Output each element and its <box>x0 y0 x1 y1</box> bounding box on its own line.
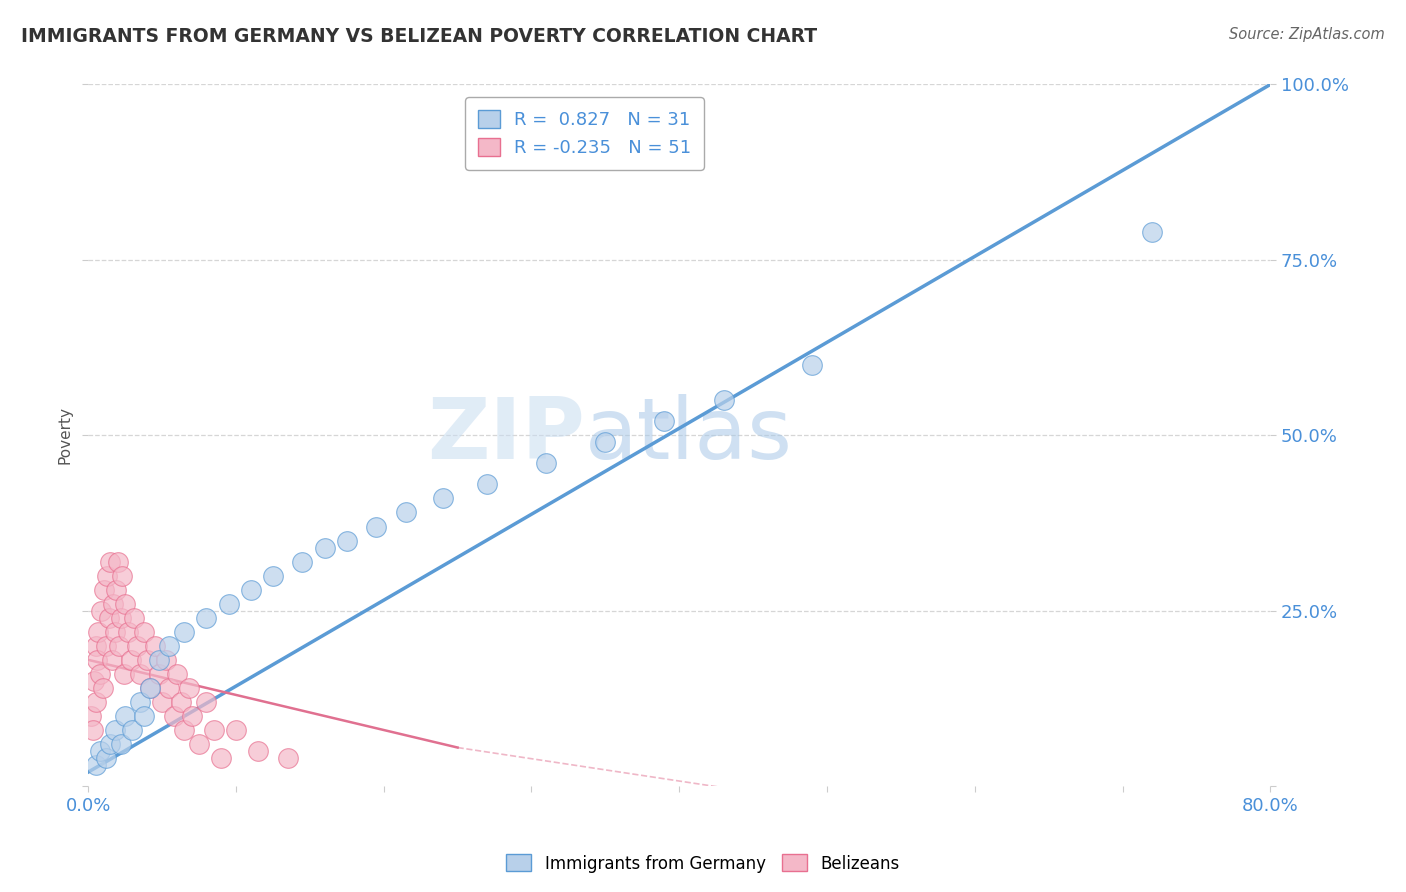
Point <box>103 597 125 611</box>
Point <box>107 555 129 569</box>
Point <box>105 582 128 597</box>
Point <box>110 611 132 625</box>
Point <box>180 709 202 723</box>
Point <box>536 456 558 470</box>
Legend: R =  0.827   N = 31, R = -0.235   N = 51: R = 0.827 N = 31, R = -0.235 N = 51 <box>465 97 704 170</box>
Point <box>395 506 418 520</box>
Point <box>159 681 181 695</box>
Point <box>173 723 195 737</box>
Point <box>155 653 177 667</box>
Point <box>173 624 195 639</box>
Point <box>84 758 107 772</box>
Point <box>801 358 824 372</box>
Point <box>96 568 118 582</box>
Point <box>89 744 111 758</box>
Point <box>432 491 454 506</box>
Point <box>277 751 299 765</box>
Point <box>195 611 218 625</box>
Point <box>86 653 108 667</box>
Point <box>104 723 127 737</box>
Point <box>225 723 247 737</box>
Point <box>97 611 120 625</box>
Point <box>94 639 117 653</box>
Point <box>101 653 124 667</box>
Point <box>654 414 676 428</box>
Point <box>239 582 262 597</box>
Point <box>98 555 121 569</box>
Y-axis label: Poverty: Poverty <box>58 406 72 465</box>
Point <box>120 653 142 667</box>
Point <box>177 681 200 695</box>
Point <box>195 695 218 709</box>
Point <box>80 709 103 723</box>
Point <box>713 393 735 408</box>
Point <box>475 477 498 491</box>
Point <box>134 709 156 723</box>
Point <box>83 673 105 688</box>
Point <box>188 737 211 751</box>
Point <box>128 666 150 681</box>
Point <box>202 723 225 737</box>
Point <box>166 666 188 681</box>
Text: ZIP: ZIP <box>427 393 585 477</box>
Point <box>84 639 107 653</box>
Point <box>150 695 173 709</box>
Point <box>112 666 135 681</box>
Point <box>121 723 143 737</box>
Point <box>139 681 162 695</box>
Point <box>114 597 136 611</box>
Point <box>122 611 145 625</box>
Point <box>1140 225 1163 239</box>
Point <box>93 582 115 597</box>
Point <box>84 695 107 709</box>
Point <box>148 653 170 667</box>
Point <box>89 666 111 681</box>
Point <box>148 666 170 681</box>
Legend: Immigrants from Germany, Belizeans: Immigrants from Germany, Belizeans <box>499 847 907 880</box>
Point <box>125 639 148 653</box>
Point <box>108 639 131 653</box>
Text: atlas: atlas <box>585 393 793 477</box>
Point <box>91 681 114 695</box>
Text: IMMIGRANTS FROM GERMANY VS BELIZEAN POVERTY CORRELATION CHART: IMMIGRANTS FROM GERMANY VS BELIZEAN POVE… <box>21 27 817 45</box>
Point <box>111 568 134 582</box>
Point <box>110 737 132 751</box>
Point <box>94 751 117 765</box>
Point <box>336 533 359 548</box>
Point <box>117 624 139 639</box>
Point <box>90 604 112 618</box>
Point <box>595 435 617 450</box>
Point <box>104 624 127 639</box>
Point <box>139 681 162 695</box>
Text: Source: ZipAtlas.com: Source: ZipAtlas.com <box>1229 27 1385 42</box>
Point <box>262 568 284 582</box>
Point <box>291 555 314 569</box>
Point <box>114 709 136 723</box>
Point <box>209 751 232 765</box>
Point <box>163 709 186 723</box>
Point <box>247 744 270 758</box>
Point <box>136 653 159 667</box>
Point <box>98 737 121 751</box>
Point <box>366 519 388 533</box>
Point <box>87 624 110 639</box>
Point <box>143 639 166 653</box>
Point <box>314 541 336 555</box>
Point <box>82 723 104 737</box>
Point <box>170 695 193 709</box>
Point <box>134 624 156 639</box>
Point <box>128 695 150 709</box>
Point <box>218 597 240 611</box>
Point <box>159 639 181 653</box>
